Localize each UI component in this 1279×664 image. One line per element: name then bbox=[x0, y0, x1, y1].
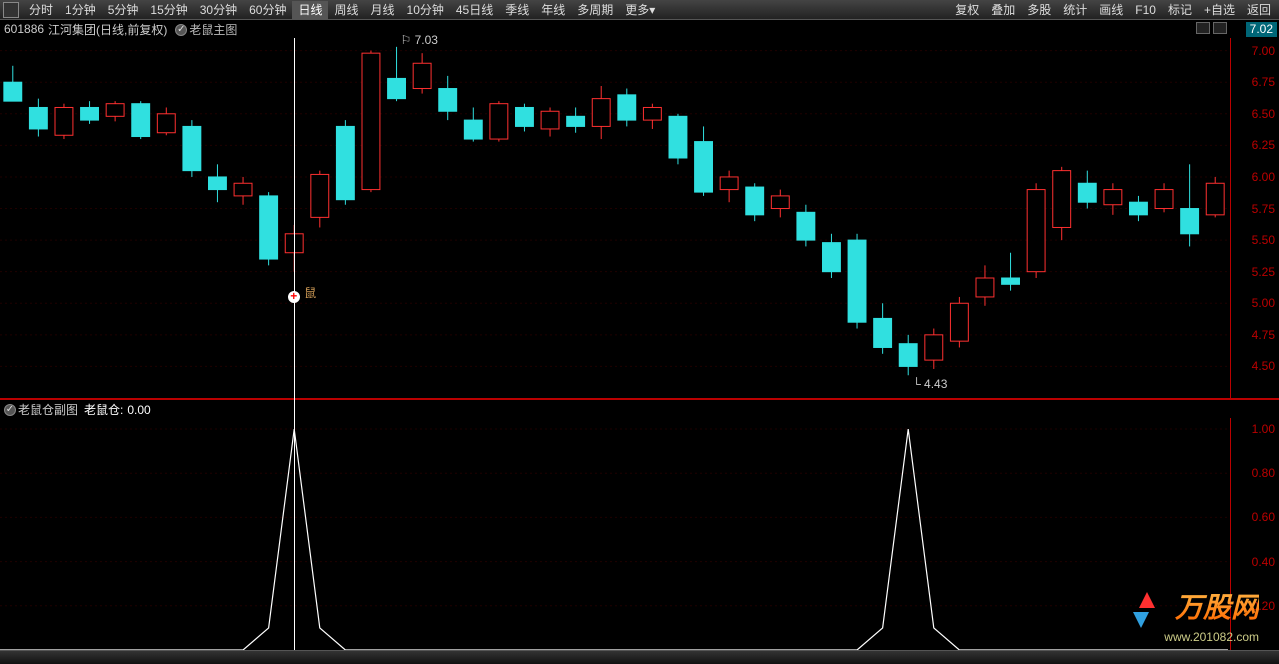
stock-name: 江河集团(日线,前复权) bbox=[48, 21, 167, 38]
timeframe-分时[interactable]: 分时 bbox=[23, 1, 59, 19]
sub-tick: 0.80 bbox=[1252, 466, 1275, 480]
tool-返回[interactable]: 返回 bbox=[1241, 1, 1277, 19]
timeframe-toolbar: 分时1分钟5分钟15分钟30分钟60分钟日线周线月线10分钟45日线季线年线多周… bbox=[0, 0, 1279, 20]
indicator-toggle-icon[interactable]: ✓ bbox=[175, 24, 187, 36]
corner-icon-1[interactable] bbox=[1196, 22, 1210, 34]
sub-tick: 1.00 bbox=[1252, 422, 1275, 436]
timeframe-60分钟[interactable]: 60分钟 bbox=[243, 1, 292, 19]
timeframe-10分钟[interactable]: 10分钟 bbox=[401, 1, 450, 19]
chart-corner-icons bbox=[1196, 22, 1227, 34]
timeframe-周线[interactable]: 周线 bbox=[328, 1, 364, 19]
mouse-marker-label: 鼠 bbox=[304, 284, 316, 301]
sub-axis: 0.20 0.40 0.60 0.80 1.00 bbox=[1230, 418, 1279, 650]
price-tick: 5.75 bbox=[1252, 202, 1275, 216]
sub-indicator-toggle-icon[interactable]: ✓ bbox=[4, 404, 16, 416]
tool-+自选[interactable]: +自选 bbox=[1198, 1, 1241, 19]
tool-统计[interactable]: 统计 bbox=[1057, 1, 1093, 19]
sub-value: 0.00 bbox=[127, 403, 150, 417]
price-tick: 6.50 bbox=[1252, 107, 1275, 121]
chart-header: 601886 江河集团(日线,前复权) ✓老鼠主图 bbox=[0, 20, 1279, 38]
sub-tick: 0.60 bbox=[1252, 510, 1275, 524]
timeframe-日线[interactable]: 日线 bbox=[292, 1, 328, 19]
stock-code: 601886 bbox=[4, 22, 44, 36]
corner-icon-2[interactable] bbox=[1213, 22, 1227, 34]
tool-叠加[interactable]: 叠加 bbox=[985, 1, 1021, 19]
timeframe-月线[interactable]: 月线 bbox=[365, 1, 401, 19]
timeframe-45日线[interactable]: 45日线 bbox=[450, 1, 499, 19]
price-tick: 4.50 bbox=[1252, 359, 1275, 373]
sub-value-label: 老鼠仓: bbox=[84, 401, 123, 418]
timeframe-15分钟[interactable]: 15分钟 bbox=[144, 1, 193, 19]
price-tick: 5.25 bbox=[1252, 265, 1275, 279]
sub-indicator-chart[interactable] bbox=[0, 418, 1228, 650]
chart-separator[interactable] bbox=[0, 398, 1279, 400]
price-tick: 5.00 bbox=[1252, 296, 1275, 310]
price-tick: 5.50 bbox=[1252, 233, 1275, 247]
sub-tick: 0.40 bbox=[1252, 555, 1275, 569]
candlestick-chart[interactable] bbox=[0, 38, 1228, 398]
sub-indicator-name: 老鼠仓副图 bbox=[18, 401, 78, 418]
price-tick: 4.75 bbox=[1252, 328, 1275, 342]
current-price-tag: 7.02 bbox=[1246, 22, 1277, 37]
timeframe-季线[interactable]: 季线 bbox=[499, 1, 535, 19]
sub-tick: 0.20 bbox=[1252, 599, 1275, 613]
timeframe-年线[interactable]: 年线 bbox=[535, 1, 571, 19]
main-indicator-label: ✓老鼠主图 bbox=[175, 21, 237, 38]
sub-chart-header: ✓ 老鼠仓副图 老鼠仓: 0.00 bbox=[0, 401, 151, 418]
bottom-bar bbox=[0, 650, 1279, 664]
tool-F10[interactable]: F10 bbox=[1129, 1, 1162, 19]
timeframe-多周期[interactable]: 多周期 bbox=[571, 1, 619, 19]
price-tick: 7.00 bbox=[1252, 44, 1275, 58]
tool-复权[interactable]: 复权 bbox=[949, 1, 985, 19]
price-axis: 4.50 4.75 5.00 5.25 5.50 5.75 6.00 6.25 6.50 6.75… bbox=[1230, 38, 1279, 398]
timeframe-5分钟[interactable]: 5分钟 bbox=[102, 1, 145, 19]
tool-标记[interactable]: 标记 bbox=[1162, 1, 1198, 19]
price-tick: 6.25 bbox=[1252, 138, 1275, 152]
price-tick: 6.00 bbox=[1252, 170, 1275, 184]
timeframe-1分钟[interactable]: 1分钟 bbox=[59, 1, 102, 19]
app-icon bbox=[3, 2, 19, 18]
tool-画线[interactable]: 画线 bbox=[1093, 1, 1129, 19]
timeframe-30分钟[interactable]: 30分钟 bbox=[194, 1, 243, 19]
tool-多股[interactable]: 多股 bbox=[1021, 1, 1057, 19]
price-tick: 6.75 bbox=[1252, 75, 1275, 89]
timeframe-更多▾[interactable]: 更多▾ bbox=[619, 1, 661, 19]
